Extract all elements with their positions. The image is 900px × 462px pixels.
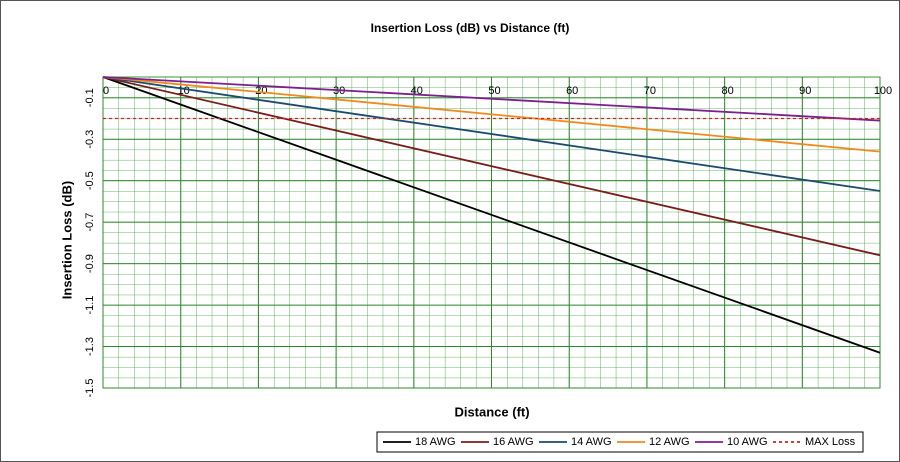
series-line	[102, 76, 881, 257]
legend-label: 12 AWG	[649, 436, 690, 448]
x-tick-label: 70	[644, 85, 656, 97]
series-line	[102, 76, 881, 192]
y-tick-label: -0.3	[84, 130, 96, 149]
y-tick-label: -1.5	[84, 379, 96, 398]
legend-label: MAX Loss	[805, 436, 856, 448]
y-tick-label: -1.3	[84, 337, 96, 356]
y-tick-label: -0.9	[84, 254, 96, 273]
y-tick-label: -0.5	[84, 171, 96, 190]
y-axis-title: Insertion Loss (dB)	[59, 181, 74, 299]
series-line	[102, 76, 881, 153]
x-tick-label: 60	[566, 85, 578, 97]
series-line	[102, 76, 881, 122]
legend-label: 18 AWG	[415, 436, 456, 448]
x-tick-label: 90	[799, 85, 811, 97]
y-tick-label: -1.1	[84, 296, 96, 315]
x-tick-label: 100	[874, 85, 892, 97]
legend-label: 10 AWG	[727, 436, 768, 448]
y-tick-label: -0.1	[84, 88, 96, 107]
legend-label: 14 AWG	[571, 436, 612, 448]
chart-title: Insertion Loss (dB) vs Distance (ft)	[371, 21, 570, 35]
x-tick-label: 0	[103, 85, 109, 97]
x-tick-label: 20	[255, 85, 267, 97]
x-tick-label: 80	[721, 85, 733, 97]
y-tick-label: -0.7	[84, 213, 96, 232]
legend-label: 16 AWG	[493, 436, 534, 448]
x-axis-title: Distance (ft)	[454, 404, 529, 419]
x-tick-label: 50	[488, 85, 500, 97]
series-line	[102, 76, 881, 354]
